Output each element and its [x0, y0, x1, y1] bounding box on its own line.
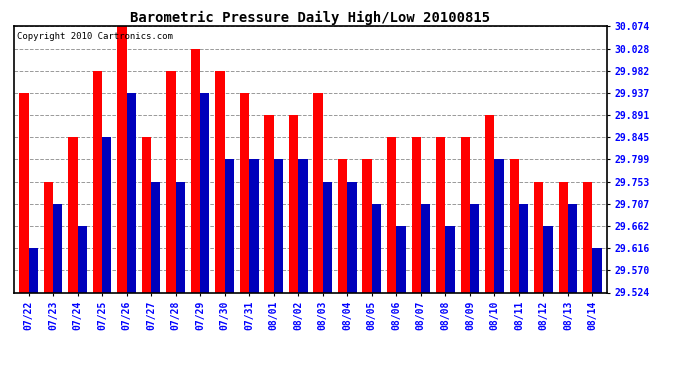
Bar: [43, 182, 53, 292]
Bar: [264, 115, 274, 292]
Bar: [215, 71, 225, 292]
Title: Barometric Pressure Daily High/Low 20100815: Barometric Pressure Daily High/Low 20100…: [130, 11, 491, 25]
Bar: [362, 159, 372, 292]
Bar: [176, 182, 185, 292]
Bar: [92, 71, 102, 292]
Bar: [289, 115, 298, 292]
Bar: [485, 115, 495, 292]
Bar: [593, 248, 602, 292]
Bar: [77, 226, 87, 292]
Bar: [338, 159, 347, 292]
Bar: [583, 182, 593, 292]
Bar: [372, 204, 381, 292]
Bar: [117, 26, 126, 292]
Bar: [274, 159, 283, 292]
Bar: [436, 137, 445, 292]
Bar: [396, 226, 406, 292]
Bar: [544, 226, 553, 292]
Bar: [142, 137, 151, 292]
Bar: [200, 93, 210, 292]
Bar: [470, 204, 479, 292]
Bar: [534, 182, 544, 292]
Bar: [313, 93, 323, 292]
Text: Copyright 2010 Cartronics.com: Copyright 2010 Cartronics.com: [17, 32, 172, 40]
Bar: [387, 137, 396, 292]
Bar: [28, 248, 38, 292]
Bar: [323, 182, 332, 292]
Bar: [191, 48, 200, 292]
Bar: [240, 93, 249, 292]
Bar: [510, 159, 519, 292]
Bar: [460, 137, 470, 292]
Bar: [298, 159, 308, 292]
Bar: [249, 159, 259, 292]
Bar: [68, 137, 77, 292]
Bar: [225, 159, 234, 292]
Bar: [53, 204, 62, 292]
Bar: [568, 204, 578, 292]
Bar: [19, 93, 28, 292]
Bar: [102, 137, 111, 292]
Bar: [126, 93, 136, 292]
Bar: [151, 182, 161, 292]
Bar: [519, 204, 529, 292]
Bar: [166, 71, 176, 292]
Bar: [421, 204, 430, 292]
Bar: [559, 182, 568, 292]
Bar: [347, 182, 357, 292]
Bar: [411, 137, 421, 292]
Bar: [445, 226, 455, 292]
Bar: [495, 159, 504, 292]
